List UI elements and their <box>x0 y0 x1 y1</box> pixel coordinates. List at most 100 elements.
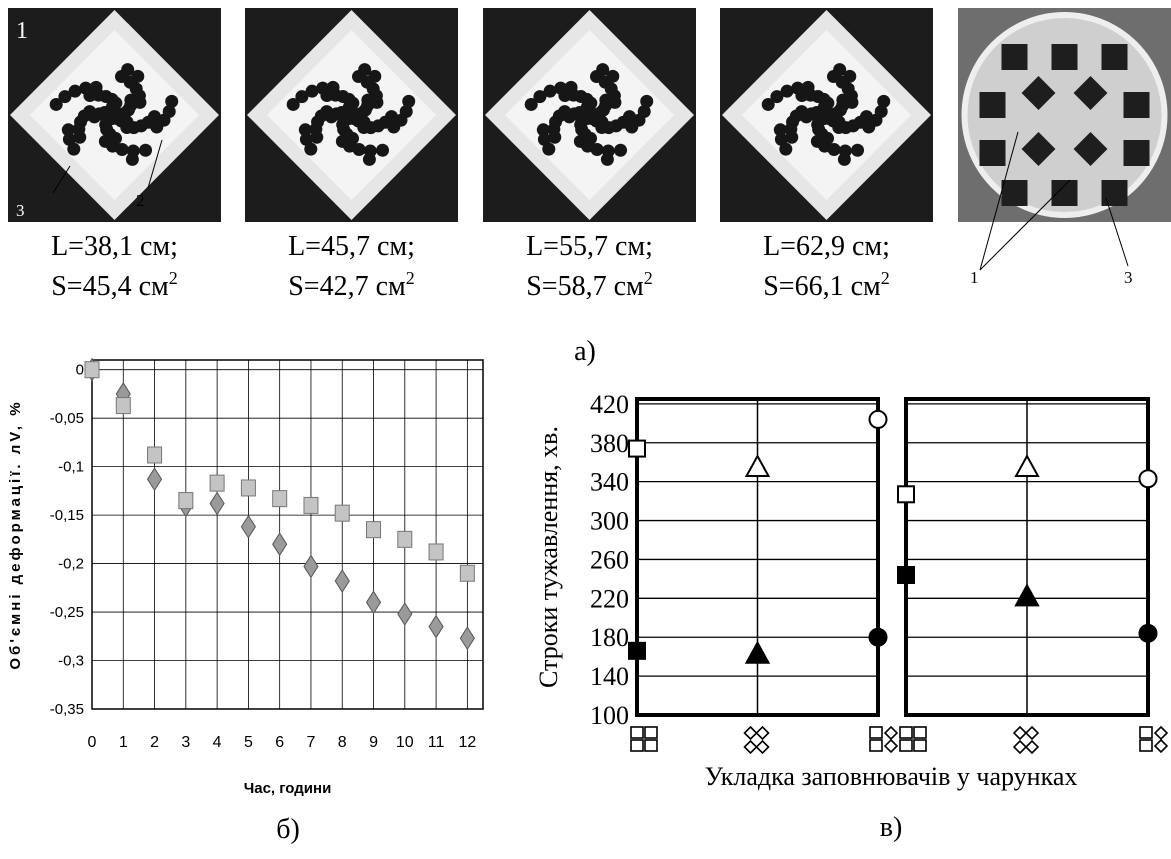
photo-ball <box>877 95 890 108</box>
square-marker <box>335 505 349 521</box>
icon <box>1140 740 1152 751</box>
square-marker <box>398 531 412 547</box>
photo-ball <box>364 145 377 158</box>
y-tick-label: 100 <box>590 701 629 730</box>
photo-ball <box>346 132 359 145</box>
y-tick-label: -0,25 <box>50 604 84 621</box>
photo-ball <box>584 132 597 145</box>
caption: L=38,1 см; <box>51 231 178 262</box>
photo-ball <box>590 70 603 83</box>
photo-label: 1 <box>970 268 979 287</box>
category-icon <box>870 727 897 752</box>
category-icon <box>631 727 657 751</box>
y-tick-label: 340 <box>590 468 629 497</box>
photo-ball <box>385 110 398 123</box>
x-tick-label: 8 <box>338 734 347 751</box>
icon <box>1026 741 1038 753</box>
caption: L=55,7 см; <box>526 231 653 262</box>
photo-ball <box>548 131 561 144</box>
icon <box>1026 727 1038 739</box>
plot-border <box>92 360 483 709</box>
photo-ball <box>116 143 129 156</box>
photo-cell <box>1052 44 1078 70</box>
photo-ball <box>580 112 593 125</box>
photo-cell <box>1002 180 1028 206</box>
x-axis-label: Укладка заповнювачів у чарунках <box>705 762 1078 791</box>
photo-ball <box>357 115 370 128</box>
square-marker <box>429 544 443 560</box>
photo-ball <box>827 70 840 83</box>
icon <box>745 741 757 753</box>
photo-ball <box>73 131 86 144</box>
circle-marker <box>870 411 887 428</box>
photo-ball <box>839 145 852 158</box>
chart-b: 01234567891011120-0,05-0,1-0,15-0,2-0,25… <box>7 359 483 797</box>
circle-marker <box>870 629 887 646</box>
photo-cell <box>980 92 1006 118</box>
figure: а) б) в) 123L=38,1 см;S=45,4 см2L=45,7 с… <box>0 0 1171 859</box>
photo-ball <box>88 110 101 123</box>
diamond-marker <box>398 603 412 625</box>
photo-ball <box>165 95 178 108</box>
icon <box>631 740 643 751</box>
square-marker <box>179 493 193 509</box>
photo-ball <box>353 143 366 156</box>
square-marker <box>116 398 130 414</box>
x-tick-label: 1 <box>119 734 128 751</box>
photo-ball <box>361 94 374 107</box>
diamond-marker <box>429 616 443 638</box>
x-tick-label: 10 <box>396 734 414 751</box>
y-tick-label: -0,2 <box>58 556 84 573</box>
square-marker <box>273 491 287 507</box>
square-marker <box>367 522 381 538</box>
caption-sup: 2 <box>406 268 415 288</box>
square-marker <box>898 567 914 583</box>
photo-ball <box>83 89 96 102</box>
square-marker <box>148 447 162 463</box>
photo-ball <box>595 115 608 128</box>
icon <box>900 727 912 738</box>
caption-sup: 2 <box>644 268 653 288</box>
photo-cell <box>1052 180 1078 206</box>
y-tick-label: 180 <box>590 623 629 652</box>
chart-c-panel <box>898 399 1167 753</box>
x-tick-label: 0 <box>88 734 97 751</box>
icon <box>885 740 897 752</box>
photo-ball <box>785 131 798 144</box>
icon <box>645 727 657 738</box>
y-tick-label: 380 <box>590 429 629 458</box>
photo-ball <box>851 144 864 157</box>
icon <box>914 740 926 751</box>
photo-ball <box>542 143 555 156</box>
square-marker <box>241 480 255 496</box>
y-tick-label: -0,05 <box>50 410 84 427</box>
photo-ball <box>602 145 615 158</box>
diamond-marker <box>460 627 474 649</box>
square-marker <box>210 475 224 491</box>
photo-ball <box>304 143 317 156</box>
photo-cell <box>1124 92 1150 118</box>
photo-cell <box>980 140 1006 166</box>
category-icon <box>1140 727 1167 752</box>
photo-label: 3 <box>16 201 25 220</box>
y-tick-label: -0,35 <box>50 701 84 718</box>
triangle-marker <box>1016 585 1038 605</box>
photo-ball <box>343 101 356 114</box>
photo-ball <box>310 131 323 144</box>
x-tick-label: 7 <box>307 734 316 751</box>
y-tick-label: -0,3 <box>58 653 84 670</box>
icon <box>1014 727 1026 739</box>
figure-label: а) <box>574 336 596 367</box>
icon <box>645 740 657 751</box>
icon <box>1014 741 1026 753</box>
y-axis-label: Об'ємні деформації. лV, % <box>7 399 24 669</box>
caption: S=42,7 см2 <box>288 268 415 302</box>
x-tick-label: 9 <box>369 734 378 751</box>
diamond-marker <box>241 516 255 538</box>
y-tick-label: 0 <box>76 362 84 379</box>
y-tick-label: -0,15 <box>50 507 84 524</box>
diamond-marker <box>210 492 224 514</box>
photo-ball <box>581 101 594 114</box>
category-icon <box>1014 727 1038 753</box>
square-marker <box>898 486 914 502</box>
